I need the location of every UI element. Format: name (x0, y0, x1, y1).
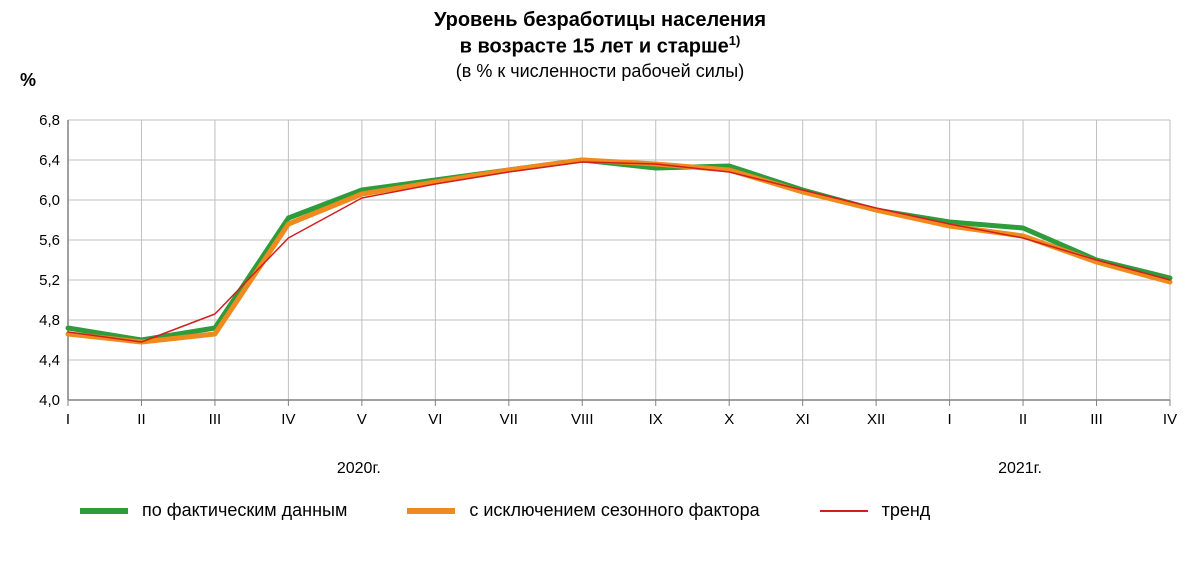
legend-item-trend: тренд (820, 500, 931, 521)
chart-title-block: Уровень безработицы населения в возрасте… (0, 0, 1200, 83)
svg-text:X: X (724, 411, 734, 428)
svg-text:II: II (1019, 411, 1027, 428)
legend-label-trend: тренд (882, 500, 931, 521)
chart-title-line2: в возрасте 15 лет и старше1) (0, 33, 1200, 60)
svg-text:VIII: VIII (571, 411, 594, 428)
svg-text:XI: XI (796, 411, 810, 428)
svg-text:III: III (1090, 411, 1103, 428)
series-seasonal (68, 160, 1170, 342)
chart-subtitle: (в % к численности рабочей силы) (0, 60, 1200, 83)
series-actual (68, 160, 1170, 340)
svg-text:I: I (66, 411, 70, 428)
chart-plot-area: 4,04,44,85,25,66,06,46,8IIIIIIIVVVIVIIVI… (20, 110, 1180, 440)
legend-item-seasonal: с исключением сезонного фактора (407, 500, 759, 521)
svg-text:VII: VII (500, 411, 518, 428)
svg-text:6,8: 6,8 (39, 112, 60, 129)
svg-text:6,4: 6,4 (39, 152, 60, 169)
svg-text:III: III (209, 411, 222, 428)
svg-text:4,0: 4,0 (39, 392, 60, 409)
footnote-marker: 1) (729, 33, 741, 48)
year-label: 2020г. (337, 460, 381, 478)
line-chart-svg: 4,04,44,85,25,66,06,46,8IIIIIIIVVVIVIIVI… (20, 110, 1180, 440)
svg-text:6,0: 6,0 (39, 192, 60, 209)
chart-title-line1: Уровень безработицы населения (0, 8, 1200, 33)
legend-label-actual: по фактическим данным (142, 500, 347, 521)
legend-label-seasonal: с исключением сезонного фактора (469, 500, 759, 521)
svg-text:II: II (137, 411, 145, 428)
svg-text:4,8: 4,8 (39, 312, 60, 329)
legend: по фактическим данным с исключением сезо… (80, 500, 1160, 521)
svg-text:IX: IX (649, 411, 663, 428)
chart-page: { "title": { "line1": "Уровень безработи… (0, 0, 1200, 563)
svg-text:VI: VI (428, 411, 442, 428)
legend-swatch-seasonal (407, 508, 455, 514)
svg-text:5,2: 5,2 (39, 272, 60, 289)
legend-swatch-trend (820, 510, 868, 512)
legend-swatch-actual (80, 508, 128, 514)
svg-text:I: I (948, 411, 952, 428)
chart-title-line2-text: в возрасте 15 лет и старше (460, 36, 729, 58)
legend-item-actual: по фактическим данным (80, 500, 347, 521)
y-axis-unit: % (20, 70, 36, 91)
svg-text:XII: XII (867, 411, 885, 428)
series-trend (68, 162, 1170, 342)
svg-text:IV: IV (1163, 411, 1177, 428)
svg-text:IV: IV (281, 411, 295, 428)
svg-text:V: V (357, 411, 367, 428)
svg-text:4,4: 4,4 (39, 352, 60, 369)
svg-text:5,6: 5,6 (39, 232, 60, 249)
x-axis-year-labels: 2020г. 2021г. (20, 460, 1180, 484)
year-label: 2021г. (998, 460, 1042, 478)
